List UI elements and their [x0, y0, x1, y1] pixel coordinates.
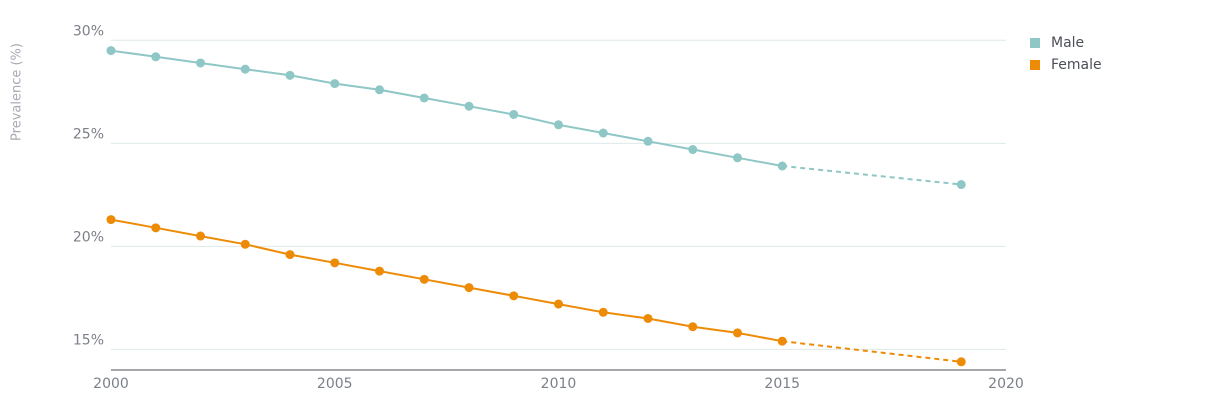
- x-tick-label-2000: 2000: [93, 376, 129, 392]
- male-point-2013[interactable]: [688, 145, 698, 155]
- female-point-2001[interactable]: [151, 223, 161, 233]
- legend-item-female[interactable]: Female: [1030, 57, 1102, 73]
- female-point-2012[interactable]: [643, 313, 653, 323]
- female-point-2006[interactable]: [375, 266, 384, 276]
- female-point-2002[interactable]: [196, 231, 205, 241]
- female-point-2007[interactable]: [419, 274, 429, 284]
- legend-item-male[interactable]: Male: [1030, 35, 1084, 51]
- axes: 30% 25% 20% 15% 2000 2005 2010 2015 2020: [73, 23, 1024, 392]
- legend-label-female: Female: [1051, 57, 1102, 73]
- male-point-2005[interactable]: [330, 79, 340, 89]
- y-tick-label-30: 30%: [73, 23, 104, 39]
- male-point-2007[interactable]: [419, 93, 429, 103]
- female-point-2011[interactable]: [598, 307, 608, 317]
- male-point-2019[interactable]: [956, 180, 966, 190]
- y-tick-label-25: 25%: [73, 126, 104, 142]
- female-point-2009[interactable]: [509, 291, 519, 301]
- female-point-2014[interactable]: [733, 328, 742, 338]
- male-point-2006[interactable]: [375, 85, 384, 95]
- male-point-2015[interactable]: [777, 161, 787, 171]
- male-point-2011[interactable]: [598, 128, 608, 138]
- y-tick-label-20: 20%: [73, 229, 104, 245]
- series-female: [106, 215, 966, 367]
- legend-label-male: Male: [1051, 35, 1084, 51]
- y-axis-title: Prevalence (%): [10, 43, 25, 141]
- x-tick-label-2010: 2010: [541, 376, 577, 392]
- series-male: [106, 46, 966, 190]
- male-point-2003[interactable]: [240, 64, 250, 74]
- male-point-2004[interactable]: [285, 70, 295, 80]
- male-point-2014[interactable]: [733, 153, 742, 163]
- male-point-2010[interactable]: [554, 120, 563, 130]
- x-tick-label-2020: 2020: [988, 376, 1024, 392]
- female-projection-line: [782, 340, 962, 363]
- female-point-2008[interactable]: [464, 283, 474, 293]
- female-point-2004[interactable]: [285, 250, 295, 260]
- male-point-2000[interactable]: [106, 46, 116, 56]
- male-point-2008[interactable]: [464, 101, 474, 111]
- y-tick-label-15: 15%: [73, 332, 104, 348]
- data-series: [106, 46, 966, 367]
- female-point-2013[interactable]: [688, 322, 698, 332]
- male-point-2002[interactable]: [196, 58, 205, 68]
- legend-swatch-male: [1030, 38, 1040, 48]
- male-point-2001[interactable]: [151, 52, 161, 62]
- female-point-2019[interactable]: [956, 357, 966, 367]
- female-point-2005[interactable]: [330, 258, 340, 268]
- female-point-2010[interactable]: [554, 299, 563, 309]
- male-point-2012[interactable]: [643, 136, 653, 146]
- x-tick-label-2015: 2015: [764, 376, 800, 392]
- legend-swatch-female: [1030, 60, 1040, 70]
- male-projection-line: [782, 165, 962, 186]
- female-point-2015[interactable]: [777, 336, 787, 346]
- female-point-2000[interactable]: [106, 215, 116, 225]
- male-point-2009[interactable]: [509, 109, 519, 119]
- x-tick-label-2005: 2005: [317, 376, 353, 392]
- female-line: [110, 218, 783, 343]
- male-line: [110, 49, 783, 167]
- female-point-2003[interactable]: [240, 239, 250, 249]
- legend: Male Female: [1030, 35, 1102, 73]
